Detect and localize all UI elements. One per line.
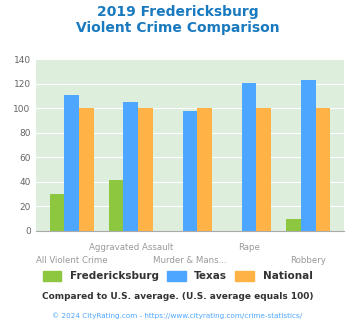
Text: Rape: Rape: [238, 243, 260, 251]
Bar: [197, 109, 212, 231]
Bar: [301, 80, 316, 231]
Bar: [64, 95, 79, 231]
Bar: [124, 102, 138, 231]
Text: Robbery: Robbery: [290, 256, 326, 265]
Bar: [79, 109, 94, 231]
Text: Murder & Mans...: Murder & Mans...: [153, 256, 227, 265]
Bar: [182, 111, 197, 231]
Bar: [138, 109, 153, 231]
Bar: [242, 83, 256, 231]
Legend: Fredericksburg, Texas, National: Fredericksburg, Texas, National: [43, 271, 312, 281]
Bar: [50, 194, 64, 231]
Text: Aggravated Assault: Aggravated Assault: [89, 243, 173, 251]
Text: 2019 Fredericksburg: 2019 Fredericksburg: [97, 5, 258, 19]
Text: Violent Crime Comparison: Violent Crime Comparison: [76, 21, 279, 35]
Text: Compared to U.S. average. (U.S. average equals 100): Compared to U.S. average. (U.S. average …: [42, 292, 313, 301]
Bar: [316, 109, 330, 231]
Text: All Violent Crime: All Violent Crime: [36, 256, 108, 265]
Text: © 2024 CityRating.com - https://www.cityrating.com/crime-statistics/: © 2024 CityRating.com - https://www.city…: [53, 312, 302, 318]
Bar: [256, 109, 271, 231]
Bar: [109, 180, 124, 231]
Bar: [286, 219, 301, 231]
